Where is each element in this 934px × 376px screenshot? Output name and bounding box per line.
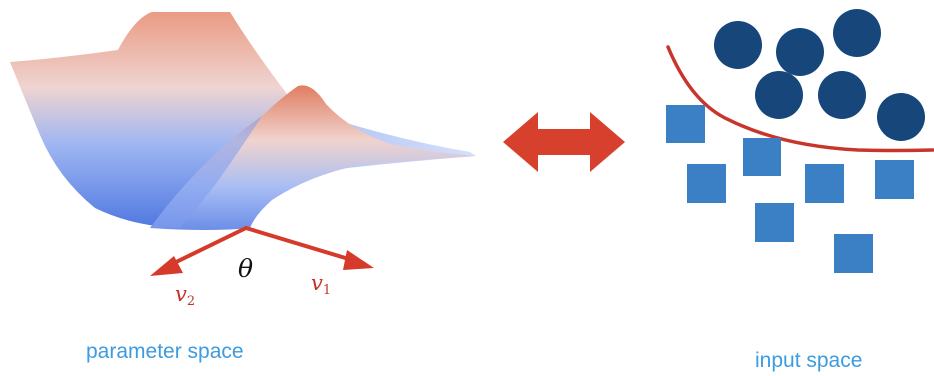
data-point-circle [818, 71, 866, 119]
vector-v1-label-subscript: 1 [322, 283, 332, 298]
surface-ridge-shadow [150, 116, 262, 228]
loss-surface [10, 12, 476, 230]
double-arrow-shape [503, 112, 625, 172]
data-point-circle [877, 93, 925, 141]
data-point-square [805, 164, 844, 203]
data-point-circle [776, 28, 824, 76]
vector-v2-arrowhead [150, 256, 183, 276]
data-point-circle [714, 21, 762, 69]
data-point-circle [755, 71, 803, 119]
theta-label: θ [238, 254, 254, 283]
data-point-square [755, 203, 794, 242]
vector-v1-arrowhead [343, 250, 374, 270]
vector-v1-label: v1 [311, 271, 331, 298]
data-point-square [687, 164, 726, 203]
data-point-circle [833, 9, 881, 57]
double-headed-arrow [503, 112, 625, 172]
surface-ridge [150, 85, 476, 230]
vectors [150, 226, 374, 276]
data-point-square [743, 138, 781, 176]
square-class [666, 105, 914, 273]
vector-v1-label-base: v [311, 271, 323, 295]
data-point-square [834, 234, 873, 273]
vector-v1-shaft [244, 226, 354, 262]
vector-v2-label-subscript: 2 [186, 294, 196, 309]
data-point-square [875, 160, 914, 199]
data-point-square [666, 105, 705, 143]
vector-v2-shaft [168, 226, 248, 267]
circle-class [714, 9, 925, 141]
parameter-space-caption: parameter space [86, 340, 244, 363]
input-space [666, 9, 934, 273]
vector-v2-label-base: v [175, 282, 187, 306]
input-space-caption: input space [755, 349, 863, 372]
vector-v2-label: v2 [175, 282, 195, 309]
